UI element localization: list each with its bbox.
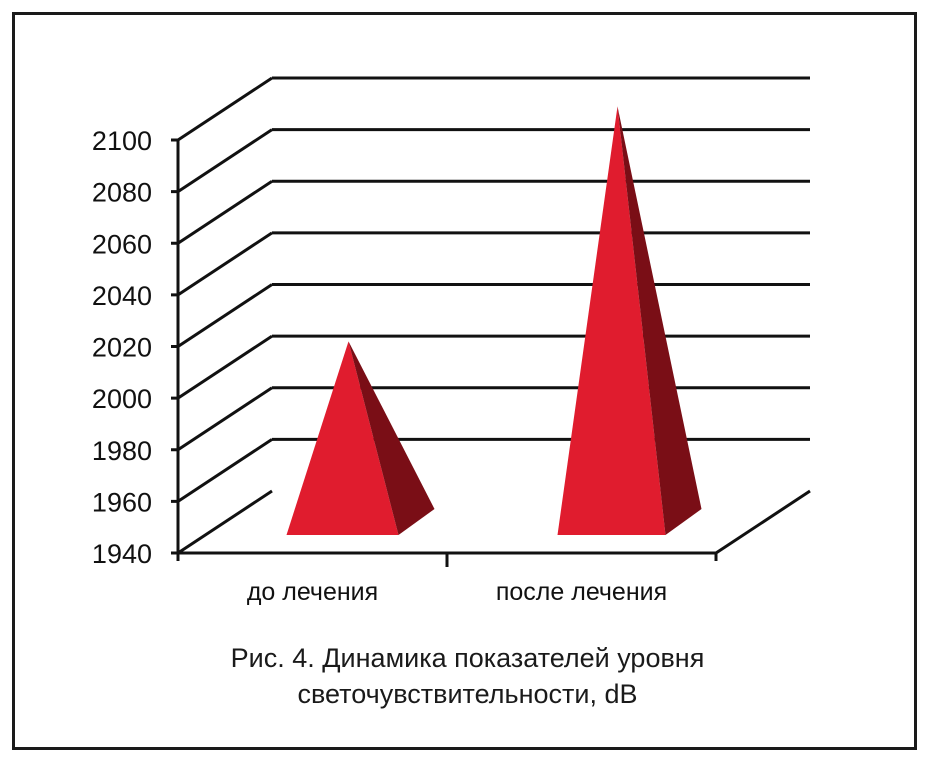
pyramid-bar	[286, 341, 435, 535]
caption-line-2: светочувствительности, dB	[297, 679, 638, 709]
bars	[286, 106, 702, 535]
gridline-side	[177, 231, 273, 297]
y-tick-label: 2040	[92, 281, 152, 311]
x-tick-label: после лечения	[496, 578, 667, 606]
chart: 1940 1960 1980 2000 2020 2040 2060 2080 2100 до …	[92, 76, 811, 606]
y-tick-label: 2020	[92, 333, 152, 363]
gridline-side	[177, 438, 273, 503]
gridline-side	[177, 128, 273, 193]
pyramid-front-face	[286, 341, 399, 535]
grid	[171, 76, 811, 567]
y-axis-ticks: 1940 1960 1980 2000 2020 2040 2060 2080 2100	[92, 126, 152, 569]
pyramid-side-face	[617, 106, 702, 535]
figure-caption: Рис. 4. Динамика показателей уровня свет…	[0, 640, 935, 712]
x-tick-label: до лечения	[247, 578, 378, 606]
y-tick-label: 2080	[92, 178, 152, 208]
y-tick-label: 2060	[92, 229, 152, 259]
gridline-side	[177, 334, 273, 400]
gridline-side	[177, 386, 273, 452]
floor-right-edge	[715, 489, 811, 555]
figure-frame	[12, 12, 917, 750]
pyramid-side-face	[348, 341, 435, 535]
caption-line-1: Рис. 4. Динамика показателей уровня	[230, 643, 705, 673]
y-tick-label: 1980	[92, 436, 152, 466]
gridline-side	[177, 179, 273, 245]
pyramid-bar	[557, 106, 702, 535]
y-tick-label: 1960	[92, 487, 152, 517]
gridline-side	[177, 76, 273, 142]
x-axis-ticks: до лечения после лечения	[247, 578, 667, 606]
y-tick-label: 2000	[92, 384, 152, 414]
gridline-side	[177, 489, 273, 555]
y-tick-label: 2100	[92, 126, 152, 156]
y-tick-label: 1940	[92, 539, 152, 569]
pyramid-front-face	[557, 106, 666, 535]
gridline-side	[177, 283, 273, 348]
